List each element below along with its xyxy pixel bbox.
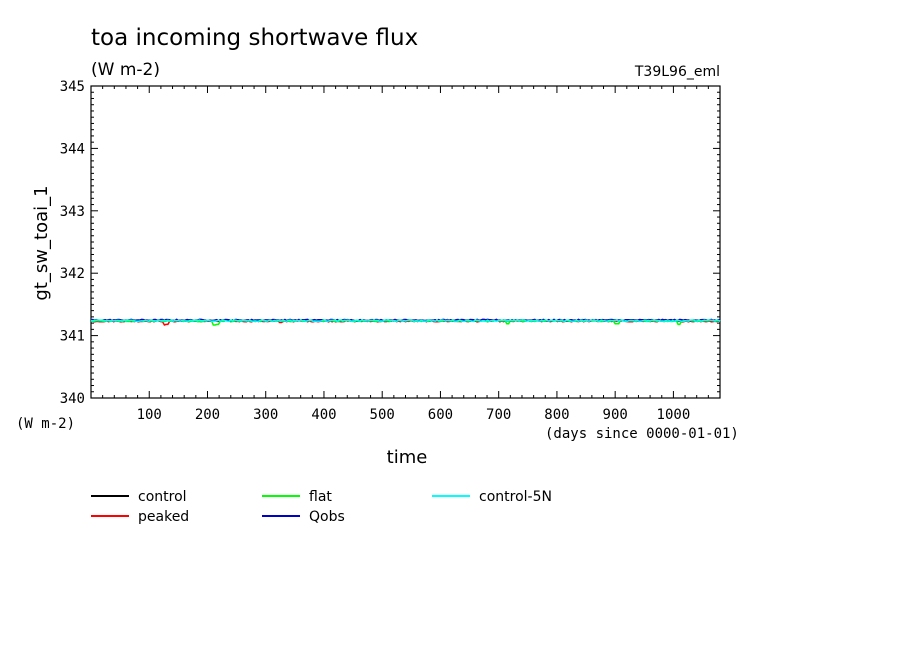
x-tick-label: 400: [311, 407, 336, 423]
x-tick-label: 600: [428, 407, 453, 423]
legend-label: flat: [309, 489, 332, 505]
y-axis-units: (W m-2): [16, 416, 75, 432]
legend: control peaked flat Qobs control-5N: [91, 489, 552, 525]
chart-title: toa incoming shortwave flux: [91, 25, 418, 51]
x-tick-labels: 100 200 300 400 500 600 700 800 900 1000: [137, 407, 691, 423]
legend-label: Qobs: [309, 509, 345, 525]
x-tick-label: 1000: [657, 407, 691, 423]
legend-item-qobs: Qobs: [262, 509, 345, 525]
plot-frame: [90, 85, 721, 399]
chart-units: (W m-2): [91, 60, 160, 80]
legend-label: peaked: [138, 509, 189, 525]
x-tick-label: 700: [486, 407, 511, 423]
axis-ticks: [91, 86, 720, 398]
legend-label: control-5N: [479, 489, 552, 505]
x-tick-label: 100: [137, 407, 162, 423]
y-tick-label: 345: [60, 79, 85, 95]
x-axis-label: time: [387, 447, 428, 468]
experiment-label: T39L96_eml: [634, 64, 720, 80]
legend-item-peaked: peaked: [91, 509, 189, 525]
y-tick-label: 341: [60, 329, 85, 345]
legend-label: control: [138, 489, 187, 505]
x-tick-label: 800: [544, 407, 569, 423]
x-tick-label: 300: [253, 407, 278, 423]
series-line-control-5n: [90, 319, 721, 323]
y-axis-label: gt_sw_toai_1: [31, 185, 52, 300]
x-tick-label: 200: [195, 407, 220, 423]
y-tick-labels: 340 341 342 343 344 345: [60, 79, 85, 407]
series-lines: [90, 318, 721, 326]
x-tick-label: 500: [370, 407, 395, 423]
legend-item-control-5n: control-5N: [432, 489, 552, 505]
legend-item-control: control: [91, 489, 187, 505]
x-tick-label: 900: [603, 407, 628, 423]
y-tick-label: 340: [60, 391, 85, 407]
y-tick-label: 343: [60, 204, 85, 220]
y-tick-label: 342: [60, 266, 85, 282]
y-tick-label: 344: [60, 141, 85, 157]
legend-item-flat: flat: [262, 489, 332, 505]
x-axis-units: (days since 0000-01-01): [545, 426, 739, 442]
